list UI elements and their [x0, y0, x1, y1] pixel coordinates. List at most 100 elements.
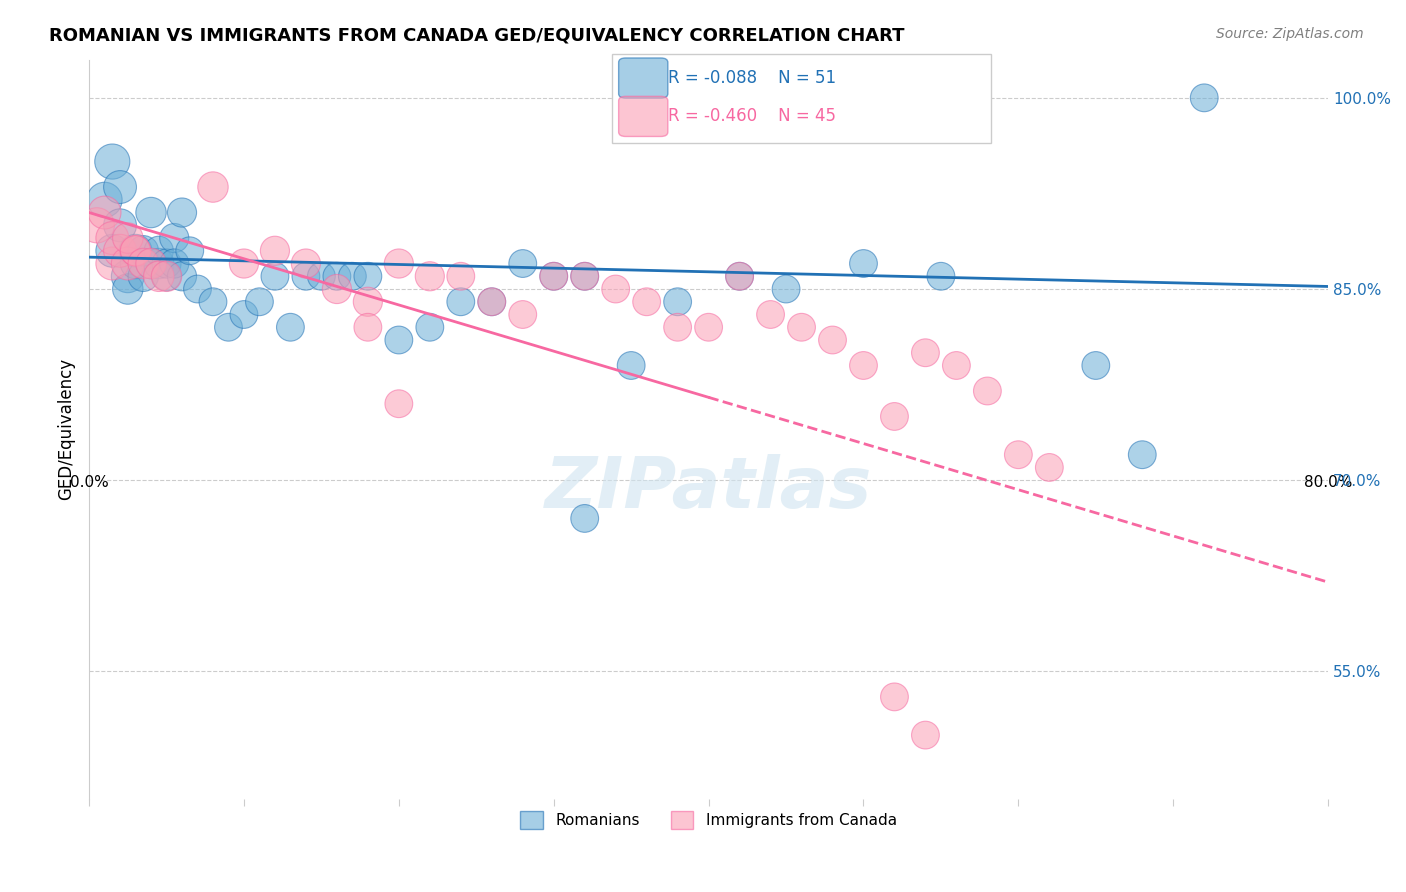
Point: [132, 269, 155, 284]
Point: [163, 256, 186, 270]
Point: [728, 269, 751, 284]
Point: [132, 244, 155, 258]
Point: [201, 180, 224, 194]
Point: [790, 320, 813, 334]
Point: [620, 359, 643, 373]
Point: [512, 256, 534, 270]
Point: [117, 256, 139, 270]
Point: [574, 269, 596, 284]
Point: [139, 256, 162, 270]
Point: [357, 269, 380, 284]
Point: [264, 244, 287, 258]
Point: [821, 333, 844, 347]
Point: [311, 269, 333, 284]
Point: [124, 244, 146, 258]
Text: ROMANIAN VS IMMIGRANTS FROM CANADA GED/EQUIVALENCY CORRELATION CHART: ROMANIAN VS IMMIGRANTS FROM CANADA GED/E…: [49, 27, 904, 45]
Point: [295, 256, 318, 270]
Point: [450, 269, 472, 284]
Point: [759, 308, 782, 322]
Point: [852, 256, 875, 270]
Point: [419, 320, 441, 334]
Point: [512, 308, 534, 322]
Point: [86, 219, 108, 233]
Point: [976, 384, 998, 398]
Point: [636, 294, 658, 309]
Point: [342, 269, 364, 284]
Point: [388, 333, 411, 347]
Point: [388, 256, 411, 270]
Point: [101, 231, 124, 245]
Point: [186, 282, 208, 296]
Point: [1130, 448, 1153, 462]
Text: 80.0%: 80.0%: [1303, 475, 1353, 490]
Point: [543, 269, 565, 284]
Point: [139, 256, 162, 270]
Point: [1192, 91, 1215, 105]
Point: [326, 282, 349, 296]
Point: [388, 397, 411, 411]
Point: [170, 205, 193, 219]
Point: [605, 282, 627, 296]
Point: [155, 256, 177, 270]
Point: [728, 269, 751, 284]
Point: [326, 269, 349, 284]
Point: [666, 320, 689, 334]
Point: [124, 244, 146, 258]
Point: [108, 180, 131, 194]
Point: [163, 231, 186, 245]
Point: [280, 320, 302, 334]
Point: [117, 269, 139, 284]
Point: [233, 308, 256, 322]
Point: [357, 294, 380, 309]
Text: ZIPatlas: ZIPatlas: [546, 454, 872, 523]
Point: [914, 728, 936, 742]
Point: [945, 359, 967, 373]
Point: [101, 256, 124, 270]
Point: [574, 269, 596, 284]
Point: [883, 409, 905, 424]
Point: [132, 256, 155, 270]
Point: [264, 269, 287, 284]
Text: R = -0.460    N = 45: R = -0.460 N = 45: [668, 107, 835, 125]
Point: [139, 205, 162, 219]
Point: [883, 690, 905, 704]
Point: [170, 269, 193, 284]
Text: Source: ZipAtlas.com: Source: ZipAtlas.com: [1216, 27, 1364, 41]
Point: [108, 219, 131, 233]
Point: [543, 269, 565, 284]
Legend: Romanians, Immigrants from Canada: Romanians, Immigrants from Canada: [515, 805, 903, 836]
Point: [101, 244, 124, 258]
Point: [1007, 448, 1029, 462]
Point: [101, 154, 124, 169]
Y-axis label: GED/Equivalency: GED/Equivalency: [58, 359, 75, 500]
Point: [217, 320, 239, 334]
Text: 0.0%: 0.0%: [70, 475, 108, 490]
Point: [124, 244, 146, 258]
Point: [481, 294, 503, 309]
Point: [148, 256, 170, 270]
Point: [295, 269, 318, 284]
Point: [1038, 460, 1060, 475]
Point: [450, 294, 472, 309]
Point: [914, 345, 936, 359]
Point: [929, 269, 952, 284]
Point: [108, 244, 131, 258]
Point: [481, 294, 503, 309]
Point: [155, 269, 177, 284]
Point: [117, 231, 139, 245]
Point: [775, 282, 797, 296]
Point: [93, 205, 115, 219]
Point: [697, 320, 720, 334]
Point: [852, 359, 875, 373]
Text: R = -0.088    N = 51: R = -0.088 N = 51: [668, 69, 837, 87]
Point: [574, 511, 596, 525]
Point: [124, 256, 146, 270]
Point: [419, 269, 441, 284]
Point: [93, 193, 115, 207]
Point: [117, 282, 139, 296]
Point: [179, 244, 201, 258]
Point: [201, 294, 224, 309]
Point: [155, 269, 177, 284]
Point: [249, 294, 271, 309]
Point: [148, 244, 170, 258]
